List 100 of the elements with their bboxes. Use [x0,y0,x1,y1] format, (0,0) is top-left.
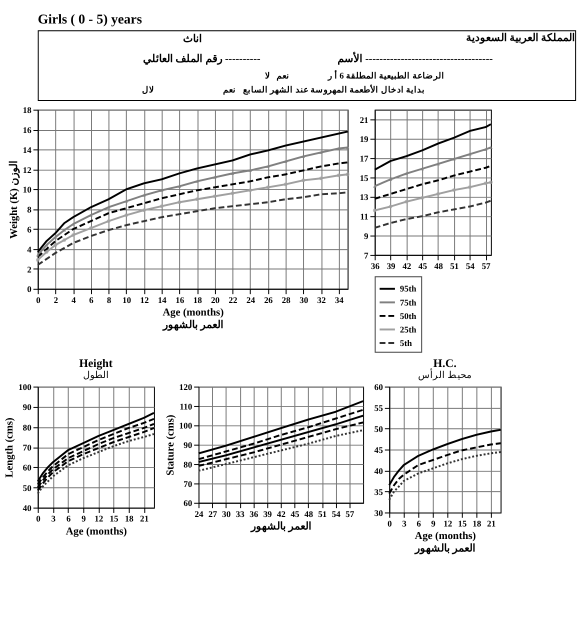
legend-label: 75th [400,297,416,308]
x-tick-label: 57 [482,260,492,271]
x-tick-label: 6 [416,518,422,529]
x-tick-label: 9 [82,514,87,524]
y-tick-label: 45 [374,444,384,455]
y-tick-label: 10 [22,184,32,195]
x-tick-label: 12 [443,518,452,529]
x-tick-label: 9 [431,518,436,529]
x-tick-label: 18 [472,518,482,529]
x-tick-label: 57 [346,508,355,519]
text: لال [142,84,154,94]
chart-title: H.C. [433,357,457,370]
x-tick-label: 0 [36,294,42,305]
text: الأسم ------------------------------------ [338,51,494,66]
y-tick-label: 40 [374,466,384,476]
x-tick-label: 15 [458,518,468,529]
y-tick-label: 9 [364,230,370,241]
y-tick-label: 110 [180,401,193,412]
y-tick-label: 70 [22,442,32,453]
x-axis-title: العمر بالشهور [250,520,312,532]
x-tick-label: 0 [388,518,393,529]
x-tick-label: 20 [210,294,220,305]
x-tick-label: 21 [140,514,149,524]
y-tick-label: 19 [360,134,370,144]
x-tick-label: 28 [282,294,292,305]
x-tick-label: 24 [246,294,256,305]
y-tick-label: 0 [27,284,32,294]
x-axis-title: Age (months) [162,307,224,318]
y-tick-label: 60 [22,462,32,473]
x-tick-label: 22 [228,294,238,305]
x-tick-label: 51 [318,508,327,519]
x-tick-label: 2 [54,294,58,305]
text: لا [265,70,270,81]
x-tick-label: 21 [487,518,496,529]
y-tick-label: 15 [360,172,370,183]
x-axis-title: Age (months) [414,531,476,542]
x-tick-label: 8 [106,294,112,305]
y-tick-label: 7 [364,250,370,260]
chart-title: Height [79,357,113,370]
x-tick-label: 12 [140,294,149,305]
y-axis-title: Weight (K) الوزن [8,160,20,239]
x-tick-label: 39 [386,260,396,271]
y-tick-label: 80 [22,422,32,432]
x-tick-label: 33 [236,508,246,519]
x-tick-label: 42 [402,260,412,271]
y-tick-label: 16 [22,124,32,135]
x-tick-label: 36 [370,260,380,271]
y-tick-label: 21 [360,114,368,125]
x-tick-label: 14 [158,294,168,305]
y-tick-label: 13 [360,192,370,202]
text: اناث [182,32,202,45]
x-tick-label: 0 [36,514,42,524]
x-tick-label: 54 [332,508,342,519]
text: العمر بالشهور [162,319,224,332]
x-tick-label: 45 [418,260,428,271]
y-tick-label: 11 [360,212,368,222]
text: نعم [223,84,236,96]
x-tick-label: 34 [334,294,344,305]
x-tick-label: 12 [94,514,104,524]
x-tick-label: 48 [304,508,314,519]
y-axis-title: Length (cms) [4,417,16,478]
x-tick-label: 4 [71,294,76,305]
y-tick-label: 17 [360,153,370,164]
chart-subtitle: الطول [82,370,109,381]
y-tick-label: 50 [374,424,384,434]
x-tick-label: 24 [194,508,204,519]
x-tick-label: 18 [193,294,203,305]
y-tick-label: 120 [179,382,193,392]
x-tick-label: 18 [124,514,134,524]
legend-label: 25th [400,324,416,334]
y-tick-label: 60 [374,382,384,392]
text: بداية ادخال الأطعمة المهروسة عند الشهر السابع [242,83,426,96]
y-tick-label: 4 [27,244,32,254]
x-tick-label: 36 [249,508,259,519]
x-tick-label: 54 [466,260,476,271]
x-tick-label: 32 [317,294,326,305]
y-tick-label: 40 [22,503,32,514]
y-tick-label: 18 [22,105,32,116]
y-axis-title: Stature (cms) [165,414,176,476]
x-tick-label: 42 [276,508,286,519]
y-tick-label: 14 [22,144,32,155]
legend-label: 50th [400,310,416,321]
y-tick-label: 55 [374,402,384,413]
x-tick-label: 51 [450,260,459,271]
text: رقم الملف العائلي ---------- [143,53,261,66]
x-tick-label: 15 [110,514,120,524]
y-tick-label: 6 [27,224,32,234]
text: العمر بالشهور [414,542,476,555]
x-tick-label: 10 [122,294,132,305]
x-tick-label: 27 [208,508,218,519]
x-tick-label: 39 [263,508,273,519]
x-tick-label: 45 [290,508,300,519]
x-tick-label: 30 [222,508,232,519]
y-tick-label: 8 [27,204,32,215]
x-tick-label: 3 [402,518,408,529]
text: نعم [276,70,290,82]
y-tick-label: 90 [183,440,193,450]
x-tick-label: 6 [66,514,72,524]
x-tick-label: 30 [299,294,309,305]
legend-label: 5th [400,338,412,348]
